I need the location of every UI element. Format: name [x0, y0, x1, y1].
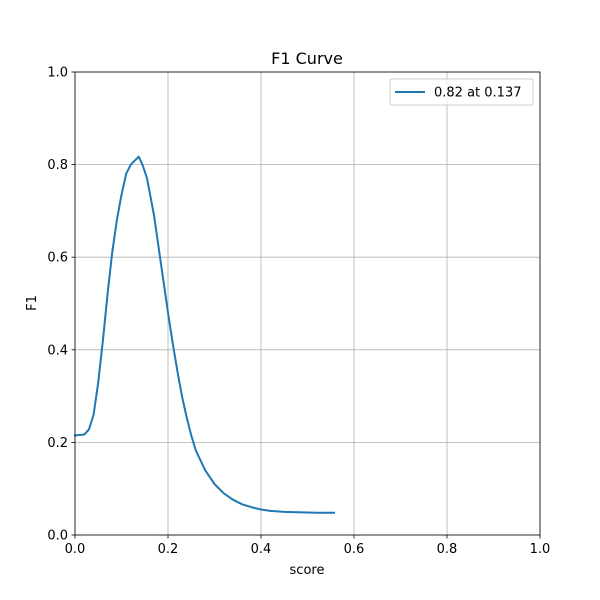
- y-tick-label: 1.0: [47, 66, 68, 81]
- x-tick-label: 0.4: [251, 542, 272, 557]
- x-tick-label: 0.8: [437, 542, 458, 557]
- y-tick-label: 0.6: [47, 251, 68, 266]
- y-tick-label: 0.8: [47, 158, 68, 173]
- y-axis-label: F1: [25, 295, 40, 311]
- x-tick-label: 0.2: [158, 542, 179, 557]
- x-tick-label: 1.0: [530, 542, 551, 557]
- y-tick-label: 0.2: [47, 436, 68, 451]
- x-axis-ticks: 0.0 0.2 0.4 0.6 0.8 1.0: [65, 535, 551, 557]
- y-tick-label: 0.4: [47, 343, 68, 358]
- y-tick-label: 0.0: [47, 529, 68, 544]
- chart-title: F1 Curve: [271, 49, 343, 68]
- series-line-0: [73, 155, 335, 514]
- legend-entry-label: 0.82 at 0.137: [434, 86, 522, 101]
- plot-area: [73, 71, 541, 536]
- legend: 0.82 at 0.137: [389, 78, 534, 106]
- x-tick-label: 0.0: [65, 542, 86, 557]
- grid: [74, 71, 541, 536]
- x-axis-label: score: [290, 563, 325, 578]
- y-axis-ticks: 0.0 0.2 0.4 0.6 0.8 1.0: [47, 66, 75, 544]
- x-tick-label: 0.6: [344, 542, 365, 557]
- legend-box: [389, 78, 534, 106]
- axes-frame: [74, 71, 541, 536]
